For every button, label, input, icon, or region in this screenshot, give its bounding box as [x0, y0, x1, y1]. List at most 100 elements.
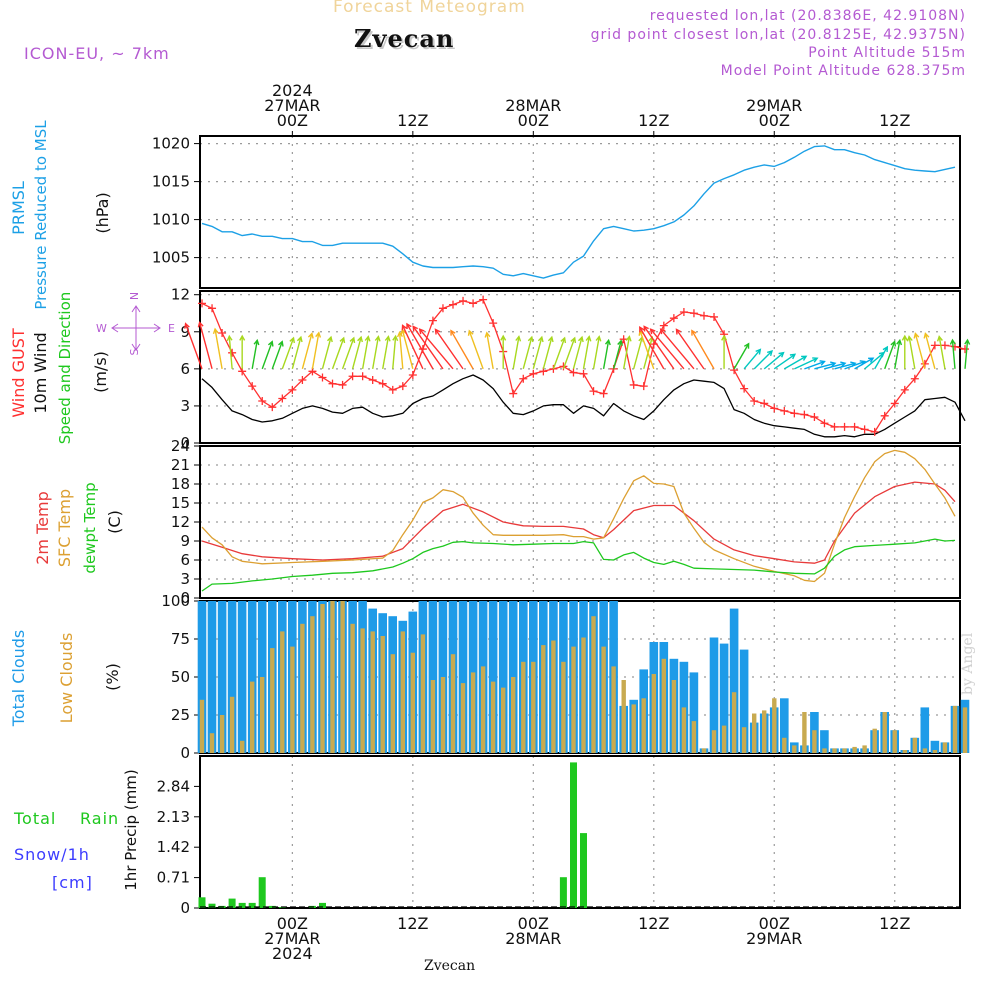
- low-cloud-bar: [390, 654, 395, 753]
- wind-arrow-head: [819, 360, 826, 366]
- wind-direction-label: Speed and Direction: [56, 292, 74, 445]
- low-cloud-bar: [501, 687, 506, 753]
- wind-arrow-head: [401, 324, 408, 331]
- low-cloud-bar: [641, 698, 646, 753]
- wind-direction-arrow: [622, 336, 631, 369]
- gust-marker: [428, 316, 437, 325]
- temp-sfc-label: SFC Temp: [55, 489, 74, 567]
- wind-arrow-head: [778, 351, 785, 358]
- y-tick-label: 1.42: [157, 838, 190, 856]
- footer-location: Zvecan: [424, 958, 476, 974]
- gust-marker: [258, 396, 267, 405]
- snow-unit: [cm]: [52, 873, 93, 892]
- low-cloud-bar: [872, 728, 877, 753]
- wind-arrow-head: [467, 329, 474, 336]
- total-cloud-bar: [739, 649, 749, 753]
- y-tick-label: 2.13: [157, 808, 190, 826]
- y-tick-label: 21: [171, 456, 190, 474]
- low-cloud-bar: [671, 680, 677, 753]
- wind-direction-arrow: [406, 323, 434, 370]
- gust-marker: [679, 308, 688, 317]
- low-cloud-bar: [350, 623, 355, 753]
- wind-arrow-head: [949, 338, 956, 345]
- total-clouds-label: Total Clouds: [9, 630, 28, 728]
- gust-marker: [860, 425, 869, 434]
- low-cloud-bar: [521, 661, 526, 753]
- wind-direction-arrow: [301, 333, 313, 370]
- bottom-time-label: 12Z: [638, 914, 669, 933]
- gust-marker: [338, 380, 347, 389]
- low-cloud-bar: [752, 713, 757, 753]
- y-tick-label: 15: [171, 494, 190, 512]
- low-cloud-bar: [912, 737, 917, 753]
- gust-marker: [559, 362, 568, 371]
- wind-arrow-head: [936, 335, 943, 342]
- wind-unit: (m/s): [91, 351, 110, 393]
- gust-marker: [699, 311, 708, 320]
- bottom-time-label: 12Z: [879, 914, 910, 933]
- wind-arrow-head: [639, 326, 645, 333]
- low-cloud-bar: [219, 715, 225, 753]
- low-cloud-bar: [772, 698, 777, 753]
- gust-marker: [790, 409, 799, 418]
- total-cloud-bar: [207, 601, 217, 753]
- low-cloud-bar: [410, 652, 415, 753]
- low-cloud-bar: [822, 748, 827, 753]
- total-cloud-bar: [719, 643, 729, 753]
- wind-direction-arrow: [542, 336, 553, 370]
- wind-arrow-head: [212, 327, 219, 335]
- low-cloud-bar: [952, 705, 958, 753]
- y-tick-label: 100: [161, 592, 190, 610]
- wind-arrow-head: [484, 331, 491, 338]
- gust-marker: [509, 389, 518, 398]
- low-cloud-bar: [400, 631, 405, 753]
- snow-label: Snow/1h: [14, 845, 90, 864]
- wind-direction-arrow: [733, 343, 750, 370]
- bottom-time-label: 29MAR: [746, 929, 802, 948]
- wind-panel: 0 3 6 9 12: [171, 286, 961, 452]
- bottom-time-label: 00Z: [277, 914, 308, 933]
- top-time-label: 28MAR: [505, 96, 561, 115]
- total-cloud-bar: [217, 601, 227, 753]
- precip-panel: 0 0.71 1.42 2.13 2.84: [157, 755, 961, 917]
- low-cloud-bar: [571, 646, 576, 753]
- gust-marker: [890, 399, 899, 408]
- wind-direction-arrow: [794, 357, 818, 370]
- location-title: Zvecan: [354, 24, 455, 53]
- low-cloud-bar: [360, 628, 365, 753]
- low-cloud-bar: [731, 692, 737, 753]
- gust-marker: [870, 427, 879, 436]
- wind-arrow-head: [226, 334, 233, 342]
- wind-direction-arrow: [924, 333, 936, 370]
- wind-arrow-head: [691, 329, 697, 336]
- wind-arrow-head: [868, 357, 875, 363]
- low-cloud-bar: [902, 750, 907, 753]
- y-tick-label: 50: [171, 668, 190, 686]
- low-cloud-bar: [430, 680, 436, 753]
- y-tick-label: 1020: [152, 135, 190, 153]
- wind-arrow-head: [307, 332, 314, 339]
- wind-arrow-head: [326, 335, 333, 343]
- bottom-time-label: 12Z: [397, 914, 428, 933]
- wind-direction-arrow: [251, 340, 258, 369]
- gridpoint-coords: grid point closest lon,lat (20.8125E, 42…: [590, 27, 966, 43]
- wind-speed-line: [201, 374, 966, 438]
- precip-bar: [198, 897, 206, 908]
- gust-marker: [549, 364, 558, 373]
- low-cloud-bar: [611, 666, 616, 753]
- wind-direction-arrow: [214, 328, 223, 369]
- temp-2m-label: 2m Temp: [33, 491, 52, 565]
- precip-bar: [570, 762, 577, 908]
- top-time-label: 00Z: [759, 111, 790, 130]
- wind-direction-arrow: [743, 349, 761, 370]
- total-cloud-bar: [689, 672, 699, 753]
- y-tick-label: 12: [171, 513, 190, 531]
- gust-marker: [710, 312, 719, 321]
- low-cloud-bar: [229, 696, 235, 753]
- y-tick-label: 75: [171, 630, 190, 648]
- wind-direction-arrow: [844, 360, 865, 370]
- low-cloud-bar: [290, 646, 295, 753]
- wind-direction-arrow: [450, 330, 474, 370]
- low-cloud-bar: [892, 730, 897, 753]
- low-cloud-bar: [591, 616, 596, 753]
